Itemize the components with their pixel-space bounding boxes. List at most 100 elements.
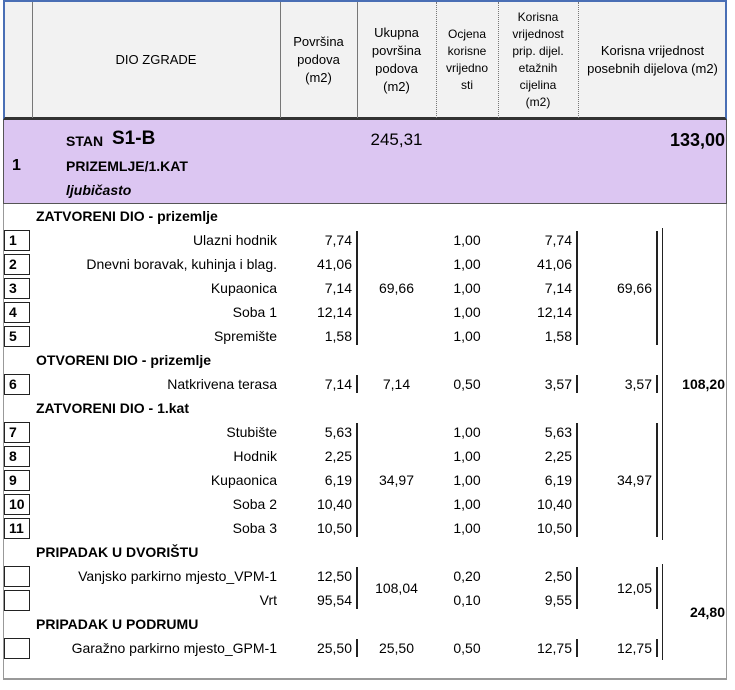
group-total-area: 25,50 bbox=[378, 640, 415, 656]
room-name: Soba 3 bbox=[232, 520, 277, 536]
room-coef: 0,50 bbox=[453, 640, 481, 656]
room-name: Spremište bbox=[213, 328, 277, 344]
section-title: PRIPADAK U DVORIŠTU bbox=[36, 544, 199, 560]
row-number-cell bbox=[4, 566, 30, 587]
room-name: Hodnik bbox=[233, 448, 277, 464]
group-value: 12,05 bbox=[616, 580, 652, 596]
header-line: Korisna bbox=[517, 10, 559, 24]
header-line: etažnih bbox=[518, 61, 558, 75]
row-number-cell bbox=[4, 254, 30, 275]
header-line: (m2) bbox=[383, 79, 410, 94]
room-area: 25,50 bbox=[316, 640, 352, 656]
row-number-cell bbox=[4, 494, 30, 515]
room-coef: 0,50 bbox=[453, 376, 481, 392]
unit-total-value: 133,00 bbox=[669, 130, 725, 150]
bracket-line bbox=[656, 567, 658, 609]
row-number: 9 bbox=[9, 472, 17, 488]
room-area: 95,54 bbox=[316, 592, 352, 608]
bracket-line bbox=[356, 567, 358, 609]
room-area: 6,19 bbox=[324, 472, 352, 488]
room-name: Vrt bbox=[259, 592, 277, 608]
part-value: 108,20 bbox=[682, 376, 725, 392]
group-value: 12,75 bbox=[616, 640, 652, 656]
header-line: Površina bbox=[293, 34, 344, 49]
column-divider bbox=[498, 2, 499, 118]
header-cell: Površina podova (m2) bbox=[280, 2, 357, 118]
section-title: ZATVORENI DIO - prizemlje bbox=[36, 208, 218, 224]
column-divider bbox=[280, 2, 281, 118]
header-bg bbox=[3, 0, 727, 120]
room-coef: 1,00 bbox=[453, 280, 481, 296]
room-value: 12,14 bbox=[536, 304, 572, 320]
row-number: 1 bbox=[9, 232, 17, 248]
room-coef: 1,00 bbox=[453, 232, 481, 248]
room-name: Kupaonica bbox=[210, 472, 277, 488]
unit-total-area: 245,31 bbox=[370, 130, 423, 149]
row-number: 4 bbox=[9, 304, 17, 320]
room-value: 2,25 bbox=[544, 448, 572, 464]
column-divider bbox=[578, 2, 579, 118]
room-coef: 1,00 bbox=[453, 424, 481, 440]
header-line: Ukupna bbox=[374, 25, 419, 40]
room-coef: 1,00 bbox=[453, 520, 481, 536]
header-cell: Korisna vrijednost prip. dijel. etažnih cije… bbox=[498, 2, 578, 118]
section-title: PRIPADAK U PODRUMU bbox=[36, 616, 199, 632]
row-number: 3 bbox=[9, 280, 17, 296]
room-coef: 1,00 bbox=[453, 448, 481, 464]
row-number-cell bbox=[4, 518, 30, 539]
room-name: Natkrivena terasa bbox=[167, 376, 277, 392]
bracket-line bbox=[576, 639, 578, 657]
room-area: 12,14 bbox=[316, 304, 352, 320]
room-value: 2,50 bbox=[544, 568, 572, 584]
column-divider bbox=[32, 2, 33, 118]
room-coef: 1,00 bbox=[453, 328, 481, 344]
row-number: 11 bbox=[9, 520, 24, 536]
bracket-line bbox=[656, 423, 658, 537]
row-number-cell bbox=[4, 278, 30, 299]
room-area: 10,50 bbox=[316, 520, 352, 536]
room-coef: 1,00 bbox=[453, 472, 481, 488]
group-total-area: 108,04 bbox=[375, 580, 418, 596]
room-coef: 1,00 bbox=[453, 256, 481, 272]
unit-floors: PRIZEMLJE/1.KAT bbox=[66, 158, 188, 174]
unit-color: ljubičasto bbox=[66, 182, 132, 198]
column-divider bbox=[357, 2, 358, 118]
row-number: 8 bbox=[9, 448, 17, 464]
room-coef: 0,10 bbox=[453, 592, 481, 608]
header-line: (m2) bbox=[525, 95, 551, 109]
header-line: podova bbox=[297, 52, 340, 67]
row-number-cell bbox=[4, 638, 30, 659]
room-value: 10,40 bbox=[536, 496, 572, 512]
room-name: Kupaonica bbox=[210, 280, 277, 296]
room-area: 12,50 bbox=[316, 568, 352, 584]
room-name: Garažno parkirno mjesto_GPM-1 bbox=[71, 640, 277, 656]
room-coef: 1,00 bbox=[453, 496, 481, 512]
section-title: ZATVORENI DIO - 1.kat bbox=[36, 400, 189, 416]
bracket-line bbox=[576, 567, 578, 609]
row-number: 6 bbox=[9, 376, 17, 392]
room-value: 9,55 bbox=[544, 592, 572, 608]
room-value: 7,74 bbox=[544, 232, 572, 248]
room-name: Soba 2 bbox=[232, 496, 277, 512]
header-line: cijelina bbox=[519, 78, 557, 92]
header-cell: DIO ZGRADE bbox=[32, 2, 280, 118]
bracket-line bbox=[576, 375, 578, 393]
room-value: 41,06 bbox=[536, 256, 572, 272]
bracket-line bbox=[356, 375, 358, 393]
room-coef: 1,00 bbox=[453, 304, 481, 320]
header-line: sti bbox=[461, 78, 473, 92]
room-coef: 0,20 bbox=[453, 568, 481, 584]
group-total-area: 69,66 bbox=[378, 280, 415, 296]
group-total-area: 7,14 bbox=[382, 376, 411, 392]
row-number-cell bbox=[4, 374, 30, 395]
bracket-line bbox=[576, 423, 578, 537]
room-value: 5,63 bbox=[544, 424, 572, 440]
table-frame bbox=[3, 204, 727, 680]
unit-code: S1-B bbox=[112, 128, 156, 149]
header-line: korisne bbox=[447, 44, 487, 58]
header-cell: Ukupna površina podova (m2) bbox=[357, 2, 436, 118]
row-number-cell bbox=[4, 302, 30, 323]
room-area: 10,40 bbox=[316, 496, 352, 512]
room-value: 1,58 bbox=[544, 328, 572, 344]
